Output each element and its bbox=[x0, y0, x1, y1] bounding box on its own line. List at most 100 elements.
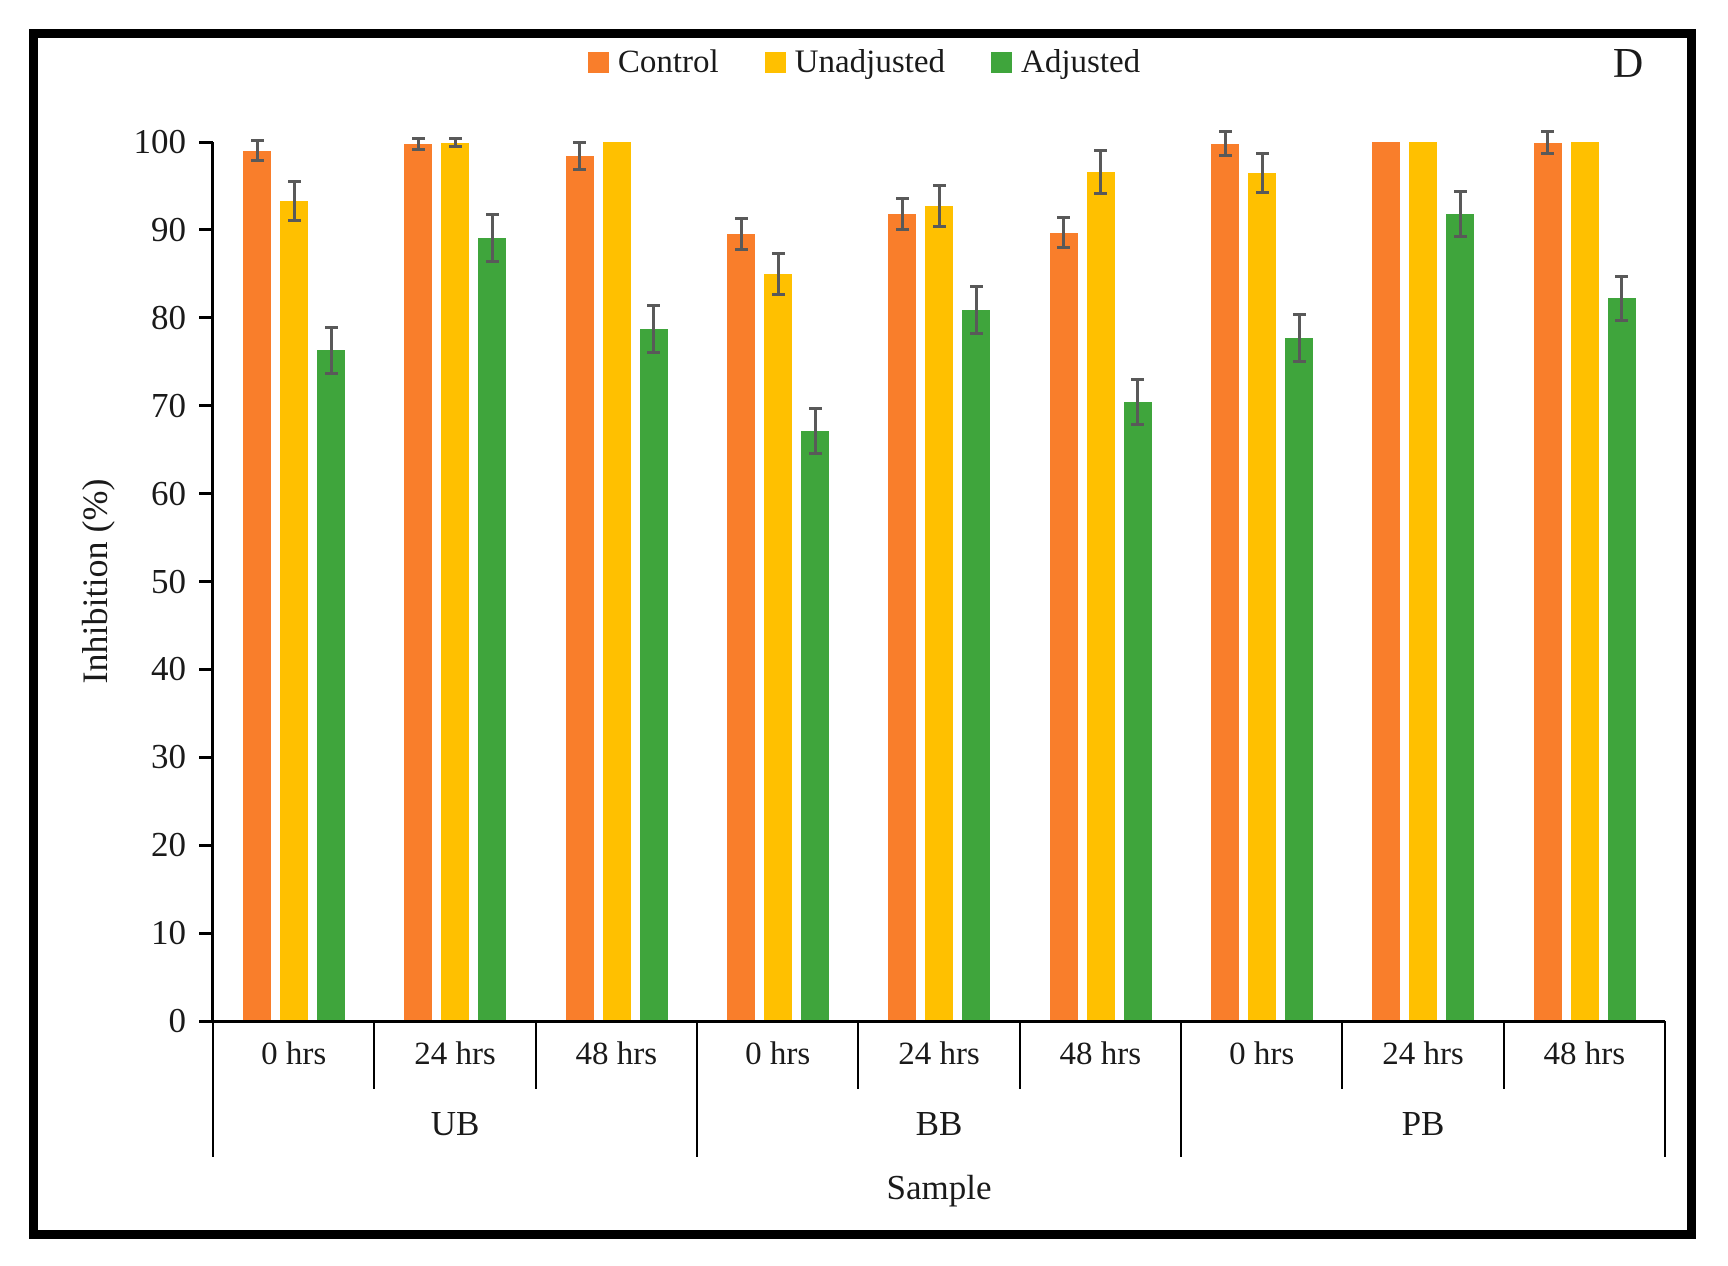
error-bar-adjusted-ub48hrs bbox=[652, 305, 656, 353]
y-axis-tick bbox=[199, 931, 213, 935]
error-bar-control-ub24hrs bbox=[416, 137, 420, 150]
error-bar-control-bb24hrs bbox=[900, 198, 904, 230]
timepoint-divider-line bbox=[857, 1021, 860, 1089]
error-bar-control-pb0hrs-cap-bottom bbox=[1218, 154, 1232, 158]
error-bar-control-ub0hrs-cap-bottom bbox=[250, 159, 264, 163]
timepoint-label-ub24hrs: 24 hrs bbox=[414, 1035, 496, 1072]
y-axis-tick bbox=[199, 140, 213, 144]
y-axis-tick bbox=[199, 228, 213, 232]
x-axis-title: Sample bbox=[886, 1168, 992, 1207]
timepoint-label-pb0hrs: 0 hrs bbox=[1229, 1035, 1295, 1072]
bar-unadjusted-bb0hrs bbox=[764, 273, 792, 1021]
timepoint-label-bb48hrs: 48 hrs bbox=[1059, 1035, 1142, 1072]
error-bar-unadjusted-bb0hrs-cap-top bbox=[771, 251, 785, 255]
panel-label: D bbox=[1612, 41, 1644, 87]
bar-adjusted-pb48hrs bbox=[1607, 298, 1636, 1021]
y-axis-tick bbox=[199, 580, 213, 583]
timepoint-divider-line bbox=[534, 1021, 537, 1089]
error-bar-adjusted-ub0hrs-cap-bottom bbox=[324, 372, 338, 376]
bar-unadjusted-bb48hrs bbox=[1086, 171, 1115, 1021]
bar-adjusted-bb24hrs bbox=[962, 309, 991, 1021]
error-bar-control-ub48hrs-cap-top bbox=[573, 141, 587, 144]
bar-adjusted-bb0hrs bbox=[801, 431, 829, 1021]
timepoint-label-ub48hrs: 48 hrs bbox=[575, 1035, 658, 1072]
error-bar-control-ub24hrs-cap-bottom bbox=[411, 147, 425, 151]
y-tick-label: 90 bbox=[151, 209, 186, 249]
legend-label: Adjusted bbox=[1020, 43, 1141, 80]
timepoint-divider-line bbox=[373, 1021, 376, 1089]
error-bar-adjusted-bb48hrs-cap-top bbox=[1131, 378, 1145, 382]
error-bar-unadjusted-bb24hrs bbox=[937, 185, 941, 228]
group-divider-line bbox=[696, 1021, 698, 1157]
error-bar-adjusted-pb0hrs bbox=[1297, 314, 1301, 362]
legend-swatch-icon bbox=[764, 51, 786, 73]
legend-label: Unadjusted bbox=[794, 43, 945, 80]
error-bar-adjusted-bb48hrs-cap-bottom bbox=[1131, 423, 1145, 427]
bar-adjusted-pb24hrs bbox=[1446, 214, 1475, 1021]
error-bar-control-pb48hrs bbox=[1546, 131, 1550, 155]
bar-unadjusted-ub0hrs bbox=[280, 200, 308, 1021]
error-bar-control-bb48hrs-cap-top bbox=[1057, 215, 1071, 219]
error-bar-adjusted-pb24hrs-cap-top bbox=[1453, 190, 1467, 194]
bar-control-pb48hrs bbox=[1533, 142, 1562, 1021]
error-bar-adjusted-pb24hrs bbox=[1458, 191, 1462, 237]
group-label-ub: UB bbox=[430, 1104, 480, 1143]
y-tick-label: 30 bbox=[151, 737, 186, 777]
timepoint-label-pb24hrs: 24 hrs bbox=[1382, 1035, 1464, 1072]
error-bar-unadjusted-bb24hrs-cap-bottom bbox=[932, 225, 946, 229]
chart-legend: Control Unadjusted Adjusted bbox=[0, 40, 1728, 84]
error-bar-adjusted-pb48hrs bbox=[1620, 275, 1624, 322]
bar-unadjusted-pb24hrs bbox=[1409, 142, 1438, 1021]
error-bar-control-bb0hrs-cap-bottom bbox=[734, 248, 748, 252]
error-bar-adjusted-ub24hrs-cap-top bbox=[485, 213, 499, 217]
bar-unadjusted-ub48hrs bbox=[602, 142, 631, 1021]
legend-swatch-icon bbox=[587, 51, 609, 73]
timepoint-label-pb48hrs: 48 hrs bbox=[1543, 1035, 1626, 1072]
error-bar-control-pb48hrs-cap-bottom bbox=[1541, 152, 1555, 156]
error-bar-adjusted-ub24hrs-cap-bottom bbox=[485, 259, 499, 263]
error-bar-adjusted-pb0hrs-cap-bottom bbox=[1292, 359, 1306, 363]
y-axis-tick bbox=[199, 667, 213, 671]
y-tick-label: 10 bbox=[151, 913, 186, 953]
group-divider-line bbox=[1664, 1021, 1666, 1157]
error-bar-control-bb48hrs-cap-bottom bbox=[1057, 246, 1071, 250]
error-bar-unadjusted-bb48hrs-cap-bottom bbox=[1094, 191, 1108, 195]
error-bar-adjusted-pb24hrs-cap-bottom bbox=[1453, 234, 1467, 238]
error-bar-control-pb48hrs-cap-top bbox=[1541, 130, 1555, 134]
bar-adjusted-pb0hrs bbox=[1285, 338, 1313, 1021]
error-bar-unadjusted-ub24hrs-cap-top bbox=[448, 137, 462, 141]
error-bar-unadjusted-bb48hrs bbox=[1099, 149, 1103, 194]
error-bar-control-ub0hrs-cap-top bbox=[250, 139, 264, 143]
error-bar-control-ub0hrs bbox=[255, 140, 259, 162]
y-tick-label: 50 bbox=[151, 561, 186, 601]
error-bar-adjusted-bb48hrs bbox=[1136, 379, 1140, 426]
group-divider-line bbox=[212, 1021, 214, 1157]
error-bar-control-bb24hrs-cap-bottom bbox=[895, 227, 909, 231]
error-bar-adjusted-bb24hrs-cap-top bbox=[969, 285, 983, 289]
error-bar-control-bb0hrs-cap-top bbox=[734, 217, 748, 221]
error-bar-adjusted-bb0hrs-cap-top bbox=[808, 407, 822, 411]
y-axis-tick bbox=[199, 316, 213, 320]
error-bar-adjusted-pb48hrs-cap-bottom bbox=[1615, 319, 1629, 323]
error-bar-unadjusted-ub0hrs-cap-bottom bbox=[287, 219, 301, 223]
error-bar-unadjusted-ub24hrs bbox=[453, 138, 457, 148]
bar-adjusted-bb48hrs bbox=[1123, 402, 1152, 1021]
bar-control-bb24hrs bbox=[888, 214, 917, 1021]
error-bar-adjusted-bb24hrs bbox=[974, 286, 978, 334]
bar-adjusted-ub0hrs bbox=[317, 350, 345, 1021]
timepoint-divider-line bbox=[1341, 1021, 1344, 1089]
timepoint-label-bb0hrs: 0 hrs bbox=[745, 1035, 811, 1072]
bar-unadjusted-pb48hrs bbox=[1570, 142, 1599, 1021]
error-bar-control-pb0hrs-cap-top bbox=[1218, 130, 1232, 134]
x-axis-line bbox=[199, 1019, 1665, 1023]
y-tick-label: 40 bbox=[151, 649, 186, 689]
group-label-bb: BB bbox=[915, 1104, 963, 1143]
bar-control-bb48hrs bbox=[1049, 232, 1078, 1021]
y-tick-label: 100 bbox=[133, 122, 187, 161]
legend-item-control: Control bbox=[587, 45, 719, 79]
error-bar-adjusted-ub24hrs bbox=[490, 214, 494, 262]
error-bar-unadjusted-bb48hrs-cap-top bbox=[1094, 148, 1108, 152]
error-bar-unadjusted-ub0hrs bbox=[292, 180, 296, 222]
y-tick-label: 60 bbox=[151, 473, 186, 513]
